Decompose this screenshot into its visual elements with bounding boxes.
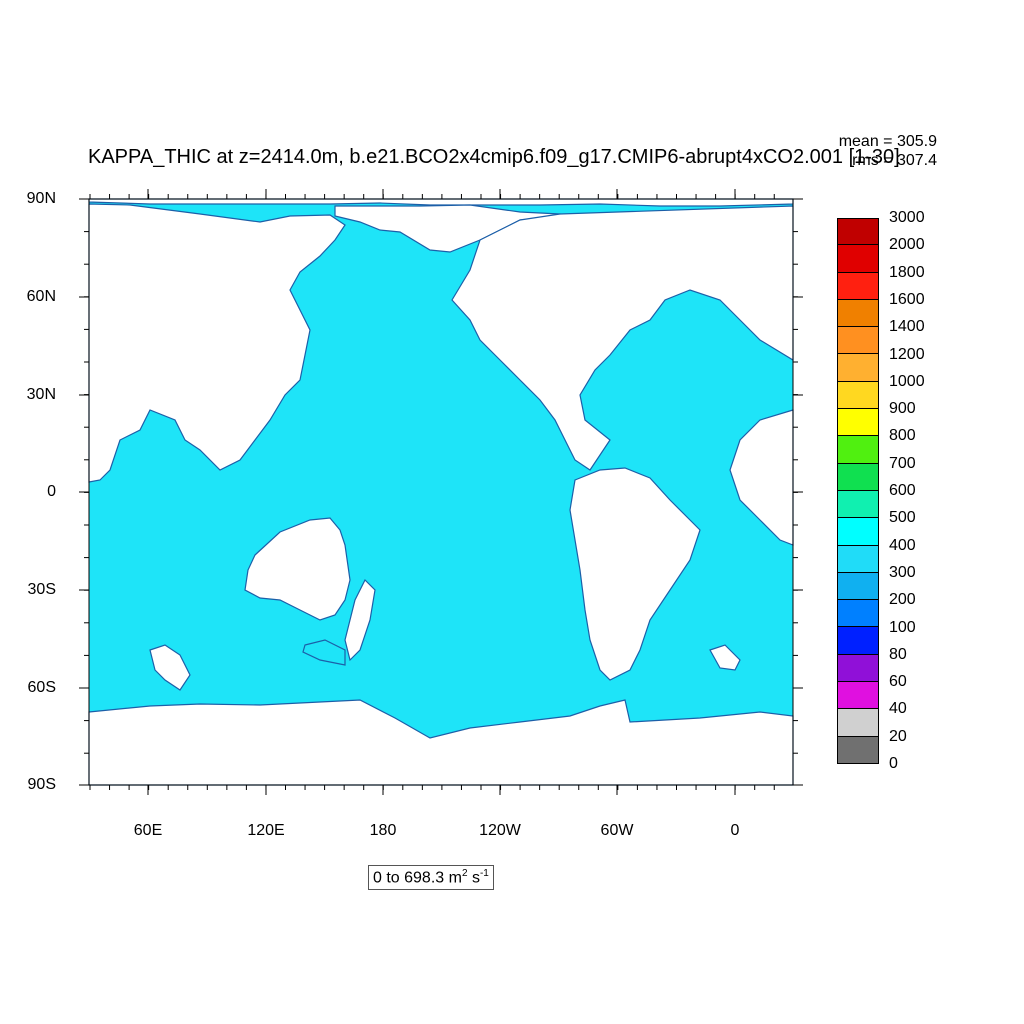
legend-swatch <box>837 627 879 655</box>
legend-swatch <box>837 436 879 464</box>
island-1 <box>149 644 191 691</box>
antarctica-land <box>88 699 794 786</box>
lat-label-60s: 60S <box>27 679 56 696</box>
rms-stat: rms = 307.4 <box>852 152 937 169</box>
legend-level-label: 500 <box>889 509 916 527</box>
legend-level-label: 100 <box>889 618 916 636</box>
legend-swatch <box>837 490 879 519</box>
legend-level-label: 1200 <box>889 345 925 363</box>
legend-swatch <box>837 600 879 628</box>
lat-label-90s: 90S <box>27 776 56 793</box>
legend-level-label: 40 <box>889 700 907 718</box>
lat-label-0: 0 <box>47 483 56 500</box>
range-sup1: 2 <box>461 868 468 879</box>
asia-land <box>88 203 346 483</box>
lat-label-30n: 30N <box>26 386 56 403</box>
legend-level-label: 2000 <box>889 236 925 254</box>
lon-label-120w: 120W <box>479 822 521 839</box>
legend-swatch <box>837 327 879 355</box>
legend-level-label: 300 <box>889 563 916 581</box>
legend-swatch <box>837 518 879 546</box>
legend-swatch <box>837 299 879 328</box>
legend-level-label: 60 <box>889 673 907 691</box>
legend-swatch <box>837 709 879 737</box>
range-sup2: -1 <box>479 868 489 879</box>
legend-level-label: 700 <box>889 454 916 472</box>
legend-level-label: 0 <box>889 755 898 772</box>
lon-label-60e: 60E <box>133 822 163 839</box>
legend-swatch <box>837 654 879 683</box>
legend-level-label: 600 <box>889 482 916 499</box>
range-text: 0 to 698.3 m <box>373 869 462 887</box>
legend-level-label: 1000 <box>889 372 925 390</box>
plot-title: KAPPA_THIC at z=2414.0m, b.e21.BCO2x4cmi… <box>88 146 900 168</box>
range-mid: s <box>467 869 480 887</box>
island-3 <box>302 639 346 666</box>
legend-swatch <box>837 409 879 437</box>
australia-land <box>244 517 351 621</box>
legend-swatch <box>837 572 879 601</box>
lat-label-60n: 60N <box>26 288 56 305</box>
north-america-land <box>451 205 794 471</box>
color-legend <box>837 218 879 764</box>
lat-label-30s: 30S <box>27 581 56 598</box>
legend-level-label: 1600 <box>889 290 925 308</box>
africa-land <box>729 409 794 546</box>
legend-level-label: 20 <box>889 727 907 745</box>
legend-level-label: 800 <box>889 427 916 445</box>
legend-swatch <box>837 218 879 246</box>
legend-level-label: 400 <box>889 536 916 554</box>
lat-label-90n: 90N <box>26 190 56 207</box>
legend-level-label: 80 <box>889 645 907 663</box>
legend-level-label: 3000 <box>889 209 925 226</box>
island-2 <box>709 644 741 671</box>
legend-swatch <box>837 381 879 410</box>
lon-label-180: 180 <box>369 822 397 839</box>
legend-swatch <box>837 463 879 491</box>
legend-level-label: 200 <box>889 591 916 609</box>
legend-level-label: 1800 <box>889 263 925 281</box>
lon-label-120e: 120E <box>247 822 285 839</box>
legend-swatch <box>837 272 879 300</box>
legend-level-label: 900 <box>889 400 916 418</box>
lon-label-0: 0 <box>730 822 740 839</box>
legend-swatch <box>837 545 879 573</box>
mean-stat: mean = 305.9 <box>838 133 937 150</box>
south-america-land <box>569 467 701 681</box>
legend-swatch <box>837 682 879 710</box>
range-label: 0 to 698.3 m2 s-1 <box>368 865 494 891</box>
legend-level-label: 1400 <box>889 318 925 336</box>
legend-swatch <box>837 245 879 273</box>
lon-label-60w: 60W <box>600 822 634 839</box>
land-masses <box>88 198 794 786</box>
legend-swatch <box>837 736 879 764</box>
legend-swatch <box>837 354 879 382</box>
new-zealand-land <box>344 578 376 662</box>
